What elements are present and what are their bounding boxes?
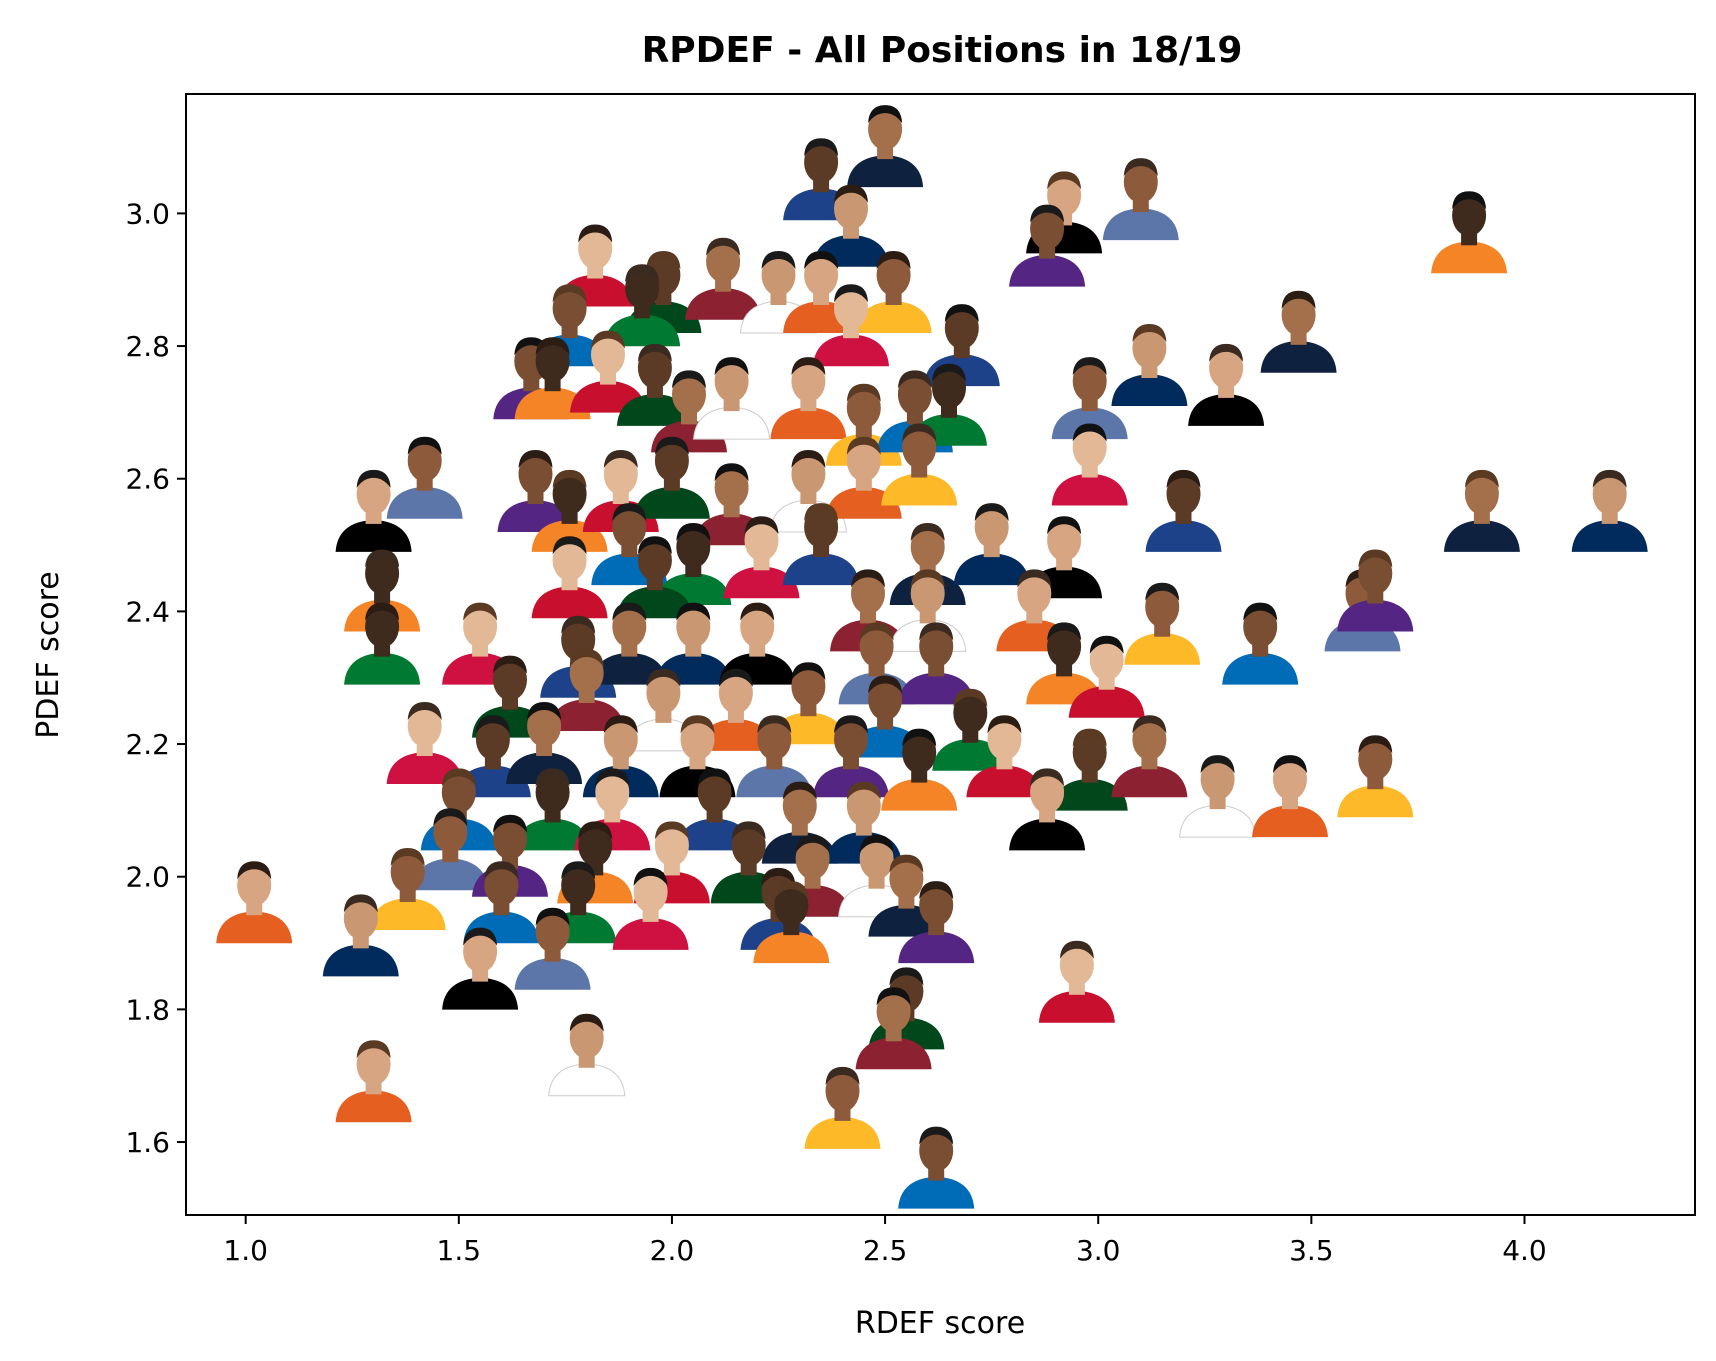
player-headshot-marker [335, 1040, 412, 1123]
player-headshot-marker [1571, 469, 1648, 552]
player-headshot-marker [855, 987, 932, 1070]
player-headshot-marker [1431, 191, 1508, 274]
player-headshot-marker [1443, 469, 1520, 552]
y-axis-title: PDEF score [31, 571, 66, 739]
player-headshot-marker [216, 861, 293, 944]
player-headshot-marker [633, 436, 710, 519]
player-headshot-marker [693, 357, 771, 440]
player-headshot-marker [685, 237, 762, 320]
player-headshot-marker [1068, 635, 1145, 718]
player-headshot-marker [1102, 158, 1179, 241]
player-headshot-marker [1009, 768, 1086, 851]
player-headshot-marker [1051, 728, 1128, 811]
player-headshot-marker [804, 1066, 881, 1149]
player-headshot-marker [412, 808, 489, 891]
player-headshot-marker [723, 516, 800, 599]
player-headshot-marker [825, 436, 902, 519]
player-headshot-marker [1111, 324, 1188, 406]
player-headshot-marker [898, 881, 975, 964]
x-axis-title: RDEF score [855, 1306, 1025, 1341]
player-headshot-marker [898, 622, 975, 705]
player-headshot-marker [369, 848, 446, 930]
player-headshot-marker [1179, 755, 1257, 838]
player-headshot-marker [514, 907, 591, 990]
y-axis: 1.6 1.8 2.0 2.2 2.4 2.6 2.8 3.0 [125, 197, 186, 1159]
x-tick-label: 4.0 [1502, 1234, 1547, 1267]
player-headshot-marker [344, 602, 421, 685]
y-tick-label: 1.6 [125, 1126, 170, 1159]
player-headshot-marker [322, 894, 399, 977]
chart-title: RPDEF - All Positions in 18/19 [642, 30, 1243, 71]
player-headshot-marker [813, 284, 889, 367]
y-tick-label: 2.8 [125, 330, 170, 363]
player-headshot-marker [386, 436, 463, 519]
x-tick-label: 1.5 [437, 1234, 482, 1267]
player-headshot-marker [783, 503, 860, 586]
player-headshot-marker [1051, 357, 1128, 440]
player-headshot-marker [497, 450, 574, 532]
x-tick-label: 1.0 [223, 1234, 268, 1267]
player-headshot-marker [1051, 423, 1128, 506]
player-headshot-marker [966, 715, 1043, 798]
player-headshot-marker [770, 357, 847, 440]
y-tick-label: 2.4 [125, 595, 170, 628]
marks-layer [216, 105, 1648, 1209]
player-headshot-marker [1124, 582, 1201, 665]
player-headshot-marker [847, 105, 924, 188]
player-headshot-marker [335, 469, 412, 552]
x-tick-label: 2.5 [863, 1234, 908, 1267]
player-headshot-marker [655, 523, 732, 605]
player-headshot-marker [1222, 602, 1299, 685]
player-headshot-marker [881, 728, 958, 811]
player-headshot-marker [386, 702, 463, 784]
player-headshot-marker [898, 1126, 975, 1209]
player-headshot-marker [1260, 290, 1337, 373]
player-headshot-marker [548, 1013, 626, 1097]
player-headshot-marker [612, 867, 689, 950]
y-tick-label: 1.8 [125, 993, 170, 1026]
player-headshot-marker [442, 927, 519, 1010]
player-headshot-marker [591, 602, 668, 685]
player-headshot-marker [1188, 343, 1265, 426]
player-headshot-marker [1111, 715, 1188, 798]
x-tick-label: 3.5 [1289, 1234, 1334, 1267]
player-headshot-marker [531, 536, 608, 619]
y-tick-label: 2.2 [125, 728, 170, 761]
player-headshot-marker [604, 264, 681, 347]
player-headshot-marker [1252, 755, 1328, 838]
player-headshot-marker [463, 861, 540, 944]
player-headshot-marker [1145, 469, 1222, 552]
player-headshot-marker [1337, 735, 1414, 818]
x-tick-label: 2.0 [650, 1234, 695, 1267]
player-headshot-marker [697, 668, 774, 751]
player-headshot-marker [753, 881, 830, 964]
player-headshot-marker [881, 423, 958, 506]
player-headshot-marker [855, 251, 932, 333]
player-headshot-marker [953, 503, 1030, 586]
plot-frame [185, 93, 1696, 1216]
player-headshot-marker [1337, 549, 1414, 632]
player-headshot-marker [548, 649, 625, 731]
player-headshot-marker [531, 469, 608, 552]
x-axis: 1.0 1.5 2.0 2.5 3.0 3.5 4.0 [223, 1215, 1547, 1267]
player-headshot-marker [1026, 622, 1103, 705]
player-headshot-marker [514, 768, 591, 851]
player-headshot-marker [1038, 940, 1115, 1023]
player-headshot-marker [770, 662, 847, 745]
y-tick-label: 3.0 [125, 197, 170, 230]
x-tick-label: 3.0 [1076, 1234, 1121, 1267]
player-headshot-marker [1009, 204, 1086, 287]
y-tick-label: 2.0 [125, 861, 170, 894]
y-tick-label: 2.6 [125, 463, 170, 496]
